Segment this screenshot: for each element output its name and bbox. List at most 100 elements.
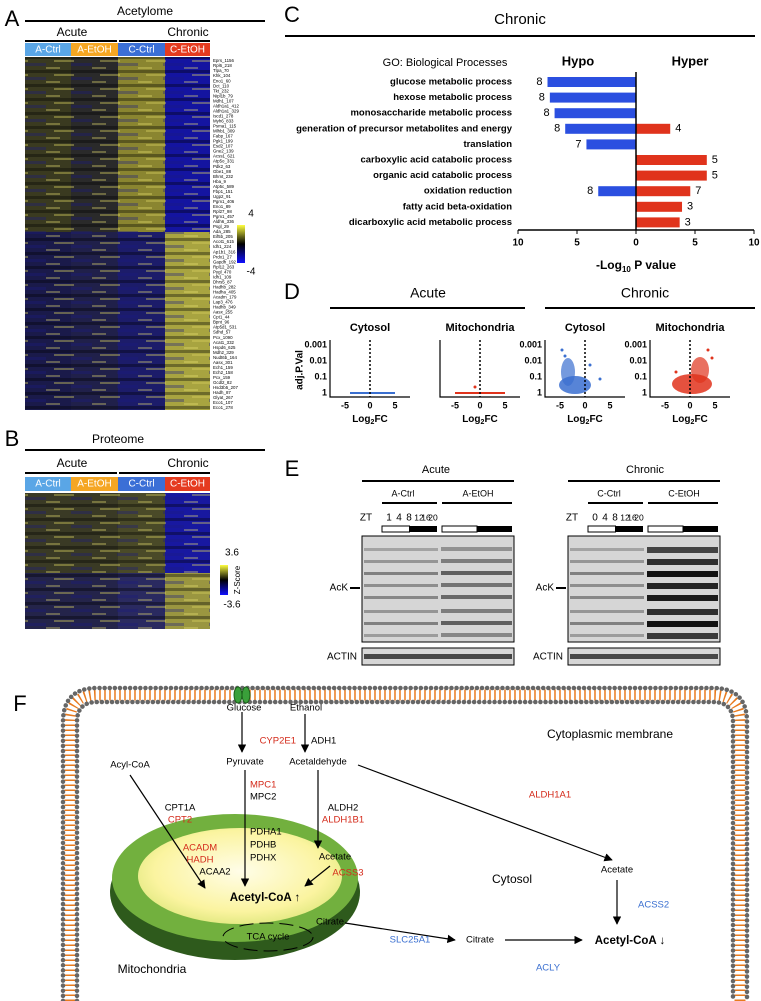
- x-tick-label: 0: [687, 400, 692, 410]
- band: [441, 595, 512, 599]
- pathway-label: PDHX: [250, 853, 277, 864]
- gene-label: Mdh2_329: [213, 350, 234, 355]
- count-label: 3: [685, 216, 691, 228]
- gene-label: Idh1_224: [213, 244, 232, 249]
- gene-label: Eno1_60: [213, 78, 231, 83]
- subplot-title: Mitochondria: [655, 322, 725, 334]
- pathway-label: Citrate: [466, 935, 494, 946]
- subplot-title: Cytosol: [350, 322, 390, 334]
- group-bar: [71, 477, 118, 491]
- bar: [636, 123, 671, 134]
- y-tick-label: 0.01: [629, 355, 647, 365]
- band: [570, 548, 644, 551]
- zt-value: 16: [421, 512, 431, 522]
- gene-label: Tkt_232: [213, 88, 229, 93]
- gene-label: Gne2_139: [213, 149, 234, 154]
- group-bar: [118, 43, 165, 56]
- bar: [549, 92, 636, 103]
- pathway-label: Ethanol: [290, 703, 322, 714]
- subplot-title: Mitochondria: [445, 322, 515, 334]
- zt-value: 1: [386, 513, 392, 524]
- gene-label: Iscd1_278: [213, 113, 234, 118]
- bar: [547, 77, 636, 87]
- gene-label: Idh1_109: [213, 274, 232, 279]
- category-label: oxidation reduction: [424, 186, 512, 197]
- count-label: 5: [712, 170, 718, 182]
- gene-label: Dct_110: [213, 83, 230, 88]
- band: [441, 571, 512, 575]
- band: [570, 622, 644, 625]
- count-label: 3: [687, 201, 693, 213]
- x-tick-label: -5: [451, 400, 459, 410]
- x-axis-label-part: Log: [567, 414, 585, 425]
- group-label: A-EtOH: [462, 488, 493, 498]
- x-axis-label-part: 2: [691, 419, 695, 426]
- gene-label: Eco1_278: [213, 405, 233, 410]
- panel-title: Acetylome: [117, 4, 173, 18]
- pathway-label: CYP2E1: [260, 736, 296, 747]
- y-tick-label: 0.001: [624, 339, 647, 349]
- group-label: C-Ctrl: [128, 45, 154, 56]
- y-tick-label: 0.001: [304, 339, 327, 349]
- gene-label: Acadm_179: [213, 295, 237, 300]
- bar: [636, 201, 683, 212]
- gene-label: Hadhb_282: [213, 284, 236, 289]
- gene-label: Pygl_470: [213, 269, 232, 274]
- pathway-label: Citrate: [316, 917, 344, 928]
- band: [364, 548, 438, 551]
- group-bar: [165, 477, 210, 491]
- x-axis-label-part: Log: [462, 414, 480, 425]
- gene-label: Psma1_115: [213, 124, 237, 129]
- band: [364, 634, 438, 637]
- gene-label: Ech2_158: [213, 370, 233, 375]
- gene-label: Hspd6_625: [213, 345, 236, 350]
- gene-label: Esd2_107: [213, 144, 233, 149]
- pathway-label: PDHB: [250, 840, 276, 851]
- gene-label: Fbp1_151: [213, 189, 233, 194]
- gene-label: Atp5o_331: [213, 159, 235, 164]
- dark-bar: [477, 526, 512, 532]
- scale-label: -3.6: [223, 600, 241, 611]
- group-bar: [165, 43, 210, 56]
- x-tick-label: 10: [512, 238, 524, 249]
- pathway-label: Acetyl-CoA ↓: [595, 935, 666, 947]
- x-axis-label-part: 10: [622, 265, 631, 274]
- gene-label: Acat1_332: [213, 340, 235, 345]
- mitochondrion: [110, 814, 360, 960]
- x-axis-label: Log2FC: [567, 414, 603, 426]
- gene-label: Nudt6b_164: [213, 355, 237, 360]
- gene-label: Aldh1a1_329: [213, 108, 239, 113]
- x-axis-label-part: FC: [484, 414, 497, 425]
- pathway-label: SLC25A1: [390, 935, 431, 946]
- zt-value: 20: [428, 512, 438, 522]
- blot: [361, 535, 515, 643]
- gene-label: Fabp_167: [213, 134, 233, 139]
- gene-label: Hsd3b5_207: [213, 385, 238, 390]
- zt-value: 12: [414, 512, 424, 522]
- condition-label: Chronic: [167, 456, 208, 470]
- zt-value: 16: [627, 512, 637, 522]
- x-axis-label-part: 2: [371, 419, 375, 426]
- condition-label: Acute: [57, 456, 88, 470]
- bar: [636, 217, 680, 228]
- band: [364, 622, 438, 625]
- gene-label: Gbe1_88: [213, 169, 232, 174]
- gene-label: Ap1b1_316: [213, 249, 236, 254]
- gene-label: Atp5c_589: [213, 184, 235, 189]
- zt-label: ZT: [360, 513, 372, 524]
- count-label: 8: [554, 123, 560, 135]
- gene-label: Hadhb_349: [213, 305, 236, 310]
- gene-label: Acss1_621: [213, 154, 235, 159]
- chart-title: Chronic: [494, 11, 546, 28]
- category-label: monosaccharide metabolic process: [350, 108, 512, 119]
- dark-bar: [409, 526, 437, 532]
- axes: [439, 340, 520, 398]
- band: [647, 621, 718, 627]
- group-label: A-Ctrl: [392, 488, 415, 498]
- gene-label: Bhmt_232: [213, 174, 234, 179]
- gene-label: Sdhd_57: [213, 330, 231, 335]
- gene-label: Ada_285: [213, 229, 231, 234]
- zt-value: 20: [634, 512, 644, 522]
- panel-letter: B: [5, 426, 20, 451]
